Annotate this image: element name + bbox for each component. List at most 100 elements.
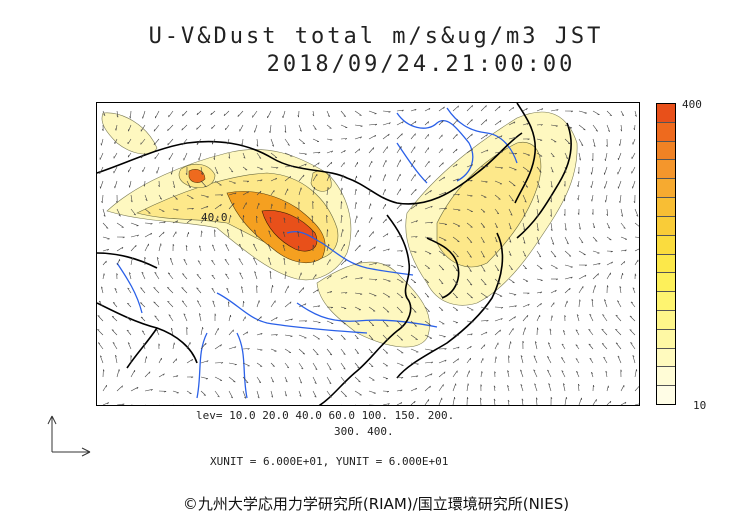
wind-arrow-head [629, 315, 632, 317]
wind-arrow-head [146, 356, 148, 359]
wind-arrow-head [290, 318, 293, 321]
wind-arrow [186, 342, 191, 350]
wind-arrow [256, 190, 262, 196]
wind-arrow [228, 376, 236, 383]
wind-arrow-head [633, 201, 636, 204]
wind-arrow [326, 138, 333, 141]
wind-arrow [227, 229, 230, 238]
wind-arrow [630, 342, 636, 350]
wind-arrow [196, 300, 202, 308]
wind-arrow [494, 151, 503, 154]
wind-arrow-head [158, 343, 161, 346]
wind-arrow-head [254, 229, 257, 232]
wind-arrow-head [566, 397, 568, 400]
wind-arrow [326, 334, 333, 340]
wind-arrow [340, 362, 346, 370]
wind-arrow-head [327, 115, 330, 118]
wind-arrow-head [623, 261, 626, 264]
wind-arrow-head [243, 156, 246, 159]
wind-arrow-head [552, 155, 555, 158]
wind-arrow-head [284, 394, 287, 397]
wind-arrow [126, 316, 132, 322]
wind-arrow [144, 232, 152, 238]
wind-arrow [494, 105, 501, 112]
wind-arrow-head [115, 128, 117, 131]
wind-arrow-head [513, 121, 516, 124]
wind-arrow-head [196, 287, 199, 289]
wind-arrow [158, 208, 165, 212]
wind-arrow [494, 318, 503, 322]
wind-arrow [242, 376, 249, 383]
wind-arrow [200, 217, 206, 224]
wind-arrow-head [470, 180, 473, 182]
wind-arrow-head [220, 344, 222, 347]
wind-arrow-head [578, 227, 581, 230]
wind-arrow [326, 110, 330, 117]
wind-arrow-head [564, 315, 566, 318]
wind-arrow-head [201, 230, 203, 233]
wind-arrow [158, 231, 165, 238]
wind-arrow [116, 222, 124, 228]
wind-arrow [522, 236, 526, 244]
wind-arrow [101, 286, 104, 294]
wind-arrow-head [103, 114, 106, 116]
wind-arrow [284, 138, 290, 146]
wind-arrow-head [345, 259, 347, 262]
wind-arrow-head [285, 202, 287, 205]
wind-arrow [508, 222, 512, 230]
wind-arrow [196, 287, 202, 294]
wind-arrow [182, 110, 188, 117]
wind-arrow-head [373, 147, 375, 150]
wind-arrow-head [107, 248, 110, 251]
wind-arrow-head [400, 389, 403, 392]
wind-arrow-head [550, 229, 553, 231]
wind-arrow [212, 300, 216, 308]
wind-arrow-head [524, 255, 527, 257]
wind-arrow [115, 355, 118, 364]
wind-arrow [536, 124, 543, 126]
wind-arrow-head [603, 356, 606, 359]
wind-arrow-head [183, 313, 186, 316]
wind-arrow-head [536, 397, 538, 400]
wind-arrow [410, 334, 418, 340]
wind-arrow-head [551, 315, 553, 318]
wind-arrow [452, 178, 459, 182]
wind-arrow-head [385, 352, 388, 354]
wind-arrow-head [285, 271, 287, 274]
wind-arrow-head [304, 153, 307, 155]
wind-arrow-head [271, 203, 273, 206]
wind-arrow [547, 342, 552, 350]
wind-arrow-head [143, 184, 145, 187]
wind-arrow [225, 244, 230, 252]
wind-arrow-head [510, 268, 513, 270]
wind-arrow [130, 234, 139, 238]
wind-arrow-head [214, 313, 217, 316]
wind-arrow [536, 180, 541, 188]
wind-arrow [382, 248, 390, 252]
wind-arrow-head [129, 116, 131, 119]
wind-arrow-head [520, 369, 523, 372]
wind-arrow-head [330, 275, 332, 278]
wind-arrow-head [387, 248, 390, 251]
wind-arrow-head [608, 130, 610, 132]
wind-arrow [214, 362, 224, 364]
wind-arrow-head [630, 301, 633, 304]
wind-arrow-head [315, 368, 318, 370]
wind-arrow [452, 292, 458, 299]
wind-arrow [424, 306, 430, 312]
wind-arrow-head [112, 302, 116, 304]
wind-arrow [312, 138, 320, 142]
wind-arrow-head [455, 269, 458, 272]
wind-arrow [438, 371, 446, 378]
wind-arrow-head [112, 342, 115, 344]
wind-arrow-head [140, 302, 143, 304]
wind-arrow [480, 292, 488, 298]
wind-arrow-head [593, 384, 595, 388]
wind-arrow [508, 136, 517, 140]
wind-arrow [254, 229, 258, 238]
wind-arrow [615, 314, 622, 322]
wind-arrow-head [143, 342, 146, 345]
wind-arrow [116, 385, 123, 392]
wind-arrow-head [413, 296, 416, 299]
wind-arrow [396, 133, 403, 140]
